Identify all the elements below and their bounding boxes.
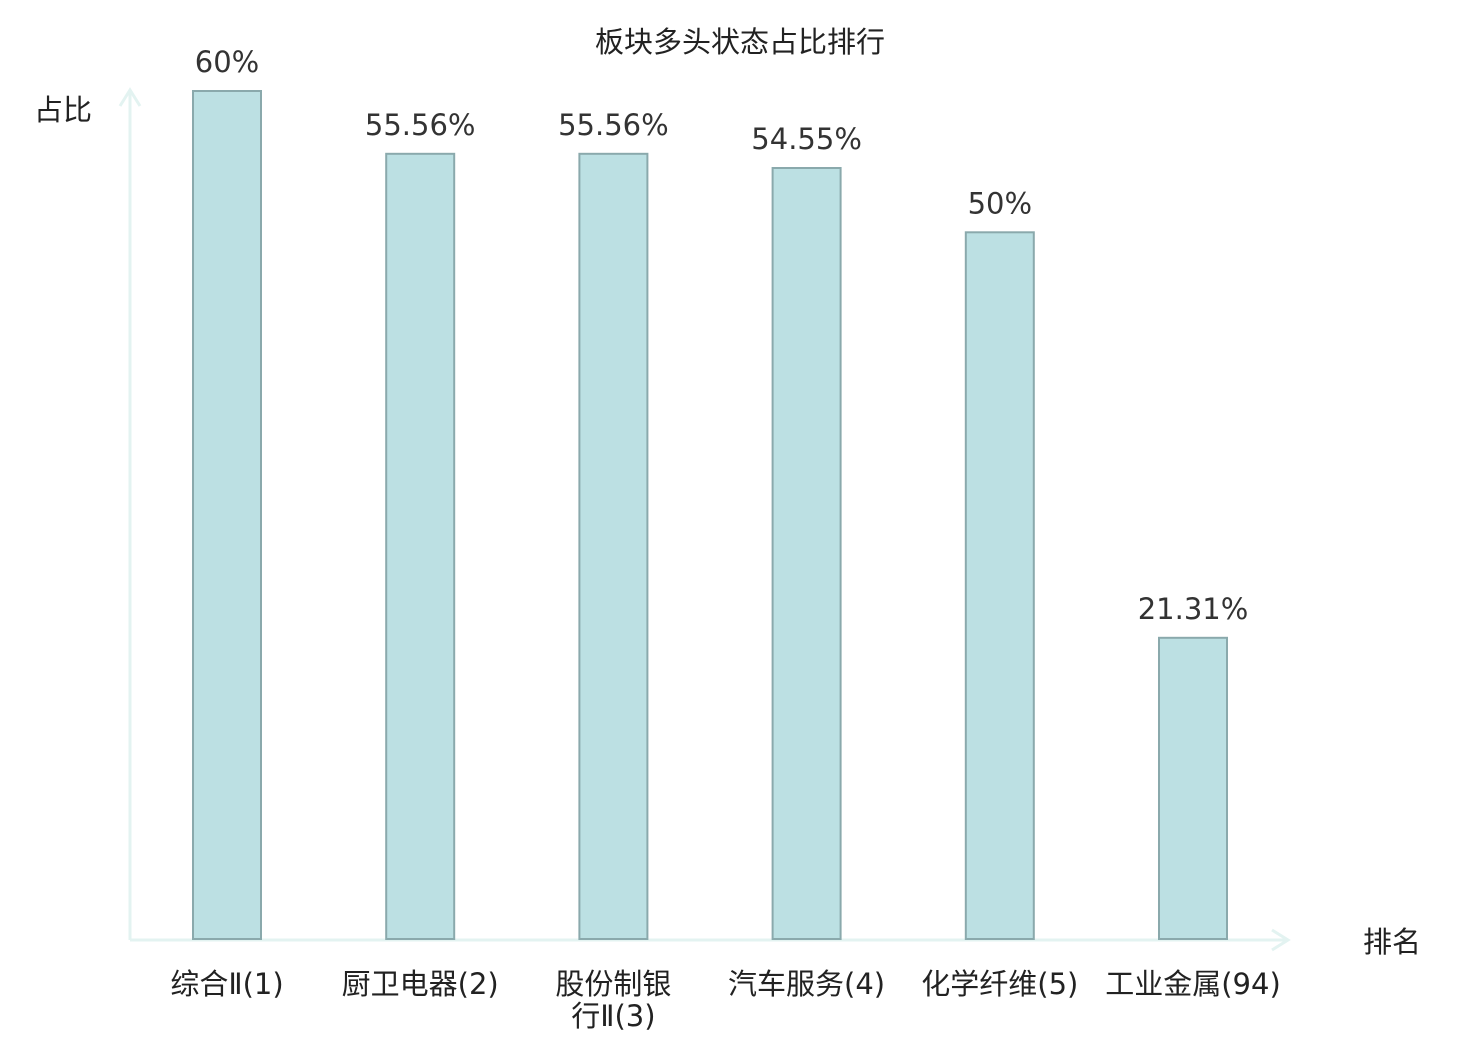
y-axis-label: 占比 xyxy=(34,93,92,127)
bar-4 xyxy=(771,167,842,940)
category-label-1: 综合Ⅱ(1) xyxy=(170,967,283,1001)
value-label-6: 21.31% xyxy=(1138,592,1249,626)
chart-title: 板块多头状态占比排行 xyxy=(595,25,885,59)
bar-3 xyxy=(578,152,649,941)
y-axis-arrow xyxy=(118,87,142,107)
category-label-3-line-1: 股份制银 xyxy=(555,967,671,1001)
bar-5 xyxy=(964,231,1035,941)
x-axis-label: 排名 xyxy=(1363,925,1421,959)
category-label-4: 汽车服务(4) xyxy=(728,967,885,1001)
category-label-2: 厨卫电器(2) xyxy=(342,967,499,1001)
value-label-1: 60% xyxy=(195,45,259,79)
bar-1 xyxy=(192,90,262,940)
value-label-3: 55.56% xyxy=(558,108,669,142)
bar-2 xyxy=(385,152,456,941)
bars-group xyxy=(192,90,1228,941)
category-label-5: 化学纤维(5) xyxy=(921,967,1078,1001)
category-label-3-line-2: 行Ⅱ(3) xyxy=(571,999,655,1033)
category-label-6: 工业金属(94) xyxy=(1105,967,1281,1001)
value-label-4: 54.55% xyxy=(751,122,862,156)
value-label-5: 50% xyxy=(968,186,1032,220)
value-labels-group: 60% 55.56% 55.56% 54.55% 50% 21.31% xyxy=(195,45,1249,626)
bar-6 xyxy=(1158,636,1228,940)
axes xyxy=(118,87,1291,952)
value-label-2: 55.56% xyxy=(365,108,476,142)
x-axis-arrow xyxy=(1271,928,1291,952)
